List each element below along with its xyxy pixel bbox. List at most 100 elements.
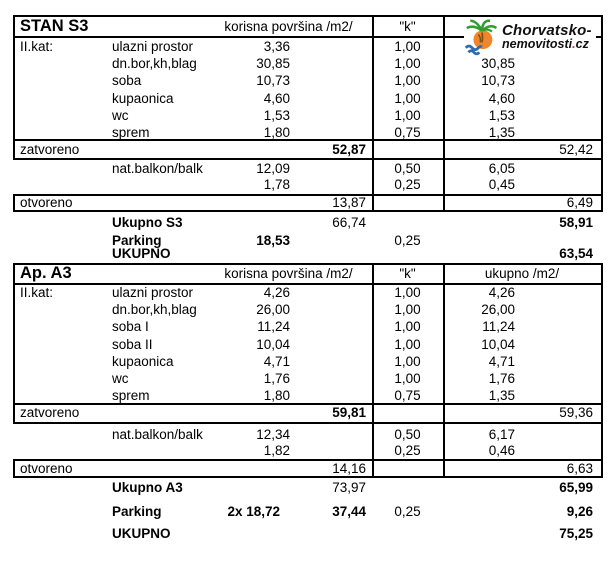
logo-tld: cz <box>575 37 589 52</box>
subtotal-area: 14,16 <box>332 460 366 476</box>
border-line <box>13 403 603 405</box>
balcony-total: 6,05 <box>488 160 515 176</box>
room-total: 10,73 <box>481 73 515 88</box>
palm-sun-waves-icon <box>464 19 498 56</box>
subtotal-row-closed: zatvoreno 52,87 52,42 <box>13 141 601 157</box>
table-row: II.kat: ulazni prostor 3,36 1,00 <box>13 38 601 55</box>
balcony-row: 1,82 0,25 0,46 <box>13 442 601 458</box>
balcony-total: 0,45 <box>488 176 515 192</box>
room-total: 11,24 <box>482 319 515 334</box>
summary-label: Ukupno A3 <box>112 479 183 495</box>
room-k: 1,00 <box>394 108 421 123</box>
room-area: 10,73 <box>256 73 290 88</box>
subtotal-label: otvoreno <box>20 460 73 476</box>
room-name: wc <box>112 371 129 386</box>
room-k: 1,00 <box>394 39 421 54</box>
balcony-total: 0,46 <box>488 442 515 458</box>
summary-area: 73,97 <box>332 479 366 495</box>
table-row: dn.bor,kh,blag 30,85 1,00 30,85 <box>13 55 601 72</box>
room-total: 4,71 <box>488 354 515 369</box>
room-k: 1,00 <box>394 337 421 352</box>
room-total: 1,53 <box>488 108 515 123</box>
room-name: soba <box>112 73 142 88</box>
border-line <box>443 15 445 212</box>
table-row: wc 1,76 1,00 1,76 <box>13 370 601 387</box>
room-area: 1,80 <box>263 388 290 403</box>
summary-total: 65,99 <box>559 479 593 495</box>
logo-dot: . <box>572 37 576 52</box>
border-line <box>13 459 603 461</box>
summary-label: UKUPNO <box>112 245 171 261</box>
room-name: kupaonica <box>112 354 174 369</box>
room-k: 1,00 <box>394 56 421 71</box>
room-k: 1,00 <box>394 302 421 317</box>
border-line <box>13 194 15 212</box>
room-total: 1,35 <box>488 125 515 140</box>
parking-area: 37,44 <box>332 503 366 519</box>
parking-total: 9,26 <box>566 503 593 519</box>
table-header-row: STAN S3 korisna površina /m2/ "k" <box>13 16 601 36</box>
balcony-row: nat.balkon/balk 12,34 0,50 6,17 <box>13 426 601 442</box>
border-line <box>601 263 603 478</box>
room-area: 10,04 <box>256 337 290 352</box>
border-line <box>372 263 374 478</box>
border-line <box>13 158 603 160</box>
border-line <box>13 476 603 478</box>
floor-label: II.kat: <box>20 285 54 300</box>
balcony-row: 1,78 0,25 0,45 <box>13 176 601 192</box>
parking-k: 0,25 <box>394 503 421 519</box>
subtotal-area: 52,87 <box>332 141 366 157</box>
balcony-row: nat.balkon/balk 12,09 0,50 6,05 <box>13 160 601 176</box>
border-line <box>13 36 603 38</box>
border-line <box>13 139 603 141</box>
col-header-total: ukupno /m2/ <box>484 265 560 281</box>
room-name: dn.bor,kh,blag <box>112 56 197 71</box>
table-row: kupaonica 4,60 1,00 4,60 <box>13 90 601 107</box>
logo: Chorvatsko- nemovitosti.cz <box>464 17 596 57</box>
balcony-k: 0,50 <box>394 160 421 176</box>
border-line <box>13 263 15 424</box>
subtotal-row-closed: zatvoreno 59,81 59,36 <box>13 404 601 421</box>
table-row: soba 10,73 1,00 10,73 <box>13 72 601 89</box>
subtotal-total: 6,63 <box>566 460 593 476</box>
subtotal-total: 52,42 <box>559 141 593 157</box>
room-k: 0,75 <box>394 125 421 140</box>
subtotal-area: 59,81 <box>332 405 366 420</box>
balcony-name: nat.balkon/balk <box>112 426 203 442</box>
balcony-k: 0,50 <box>394 426 421 442</box>
subtotal-label: zatvoreno <box>20 405 80 420</box>
table-row: II.kat: ulazni prostor 4,26 1,00 4,26 <box>13 284 601 301</box>
border-line <box>13 15 15 160</box>
summary-row-grand: UKUPNO 63,54 <box>13 245 601 261</box>
subtotal-label: otvoreno <box>20 194 73 210</box>
room-name: soba II <box>112 337 153 352</box>
summary-row-grand: UKUPNO 75,25 <box>13 525 601 541</box>
border-line <box>13 283 603 285</box>
summary-row-ukupno: Ukupno A3 73,97 65,99 <box>13 479 601 495</box>
room-total: 4,60 <box>488 91 515 106</box>
floor-label: II.kat: <box>20 39 54 54</box>
room-name: kupaonica <box>112 91 174 106</box>
summary-total: 58,91 <box>559 214 593 230</box>
balcony-area: 12,34 <box>256 426 290 442</box>
subtotal-total: 59,36 <box>559 405 593 420</box>
table-row: soba II 10,04 1,00 10,04 <box>13 336 601 353</box>
room-name: wc <box>112 108 129 123</box>
room-area: 1,76 <box>263 371 290 386</box>
room-area: 4,71 <box>263 354 290 369</box>
room-k: 1,00 <box>394 91 421 106</box>
parking-qty: 2x 18,72 <box>227 503 280 519</box>
balcony-area: 1,78 <box>263 176 290 192</box>
balcony-area: 12,09 <box>256 160 290 176</box>
room-area: 1,80 <box>263 125 290 140</box>
section-title: Ap. A3 <box>20 263 72 282</box>
parking-k: 0,25 <box>394 232 421 248</box>
room-area: 30,85 <box>256 56 290 71</box>
border-line <box>13 210 603 212</box>
grand-total: 75,25 <box>559 525 593 541</box>
summary-row-ukupno: Ukupno S3 66,74 58,91 <box>13 214 601 230</box>
table-header-row: Ap. A3 korisna površina /m2/ "k" ukupno … <box>13 263 601 283</box>
room-area: 11,24 <box>257 319 290 334</box>
balcony-k: 0,25 <box>394 176 421 192</box>
